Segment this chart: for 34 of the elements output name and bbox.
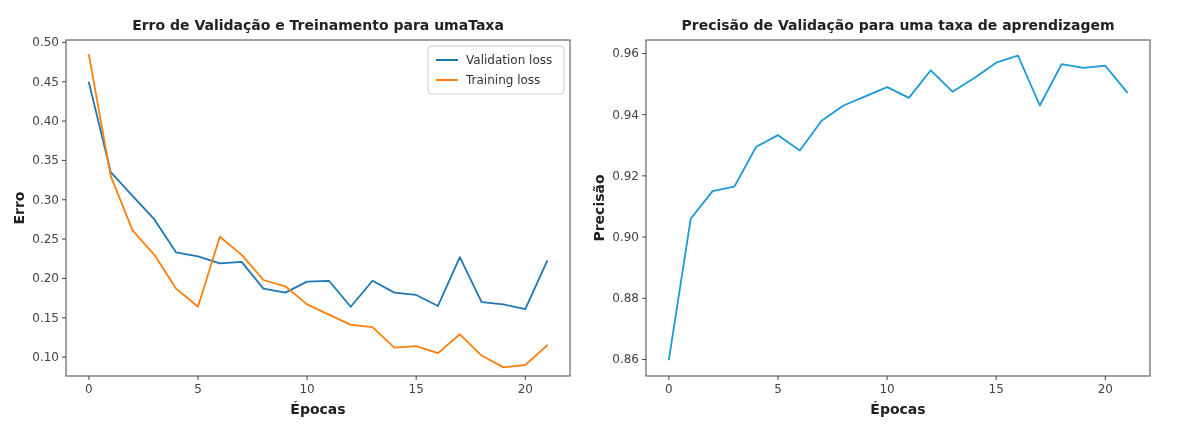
x-tick-label: 5: [194, 382, 202, 396]
y-tick-label: 0.15: [32, 310, 59, 325]
y-tick-label: 0.50: [32, 35, 59, 50]
y-tick-label: 0.96: [612, 46, 639, 61]
x-tick-label: 10: [879, 382, 895, 396]
x-tick-label: 0: [665, 382, 673, 396]
x-tick-label: 15: [408, 382, 424, 396]
y-tick-label: 0.92: [612, 168, 639, 183]
y-axis-title: Erro: [11, 191, 27, 225]
chart-title: Precisão de Validação para uma taxa de aprendizagem: [681, 17, 1115, 33]
x-axis-title: Épocas: [870, 401, 926, 417]
y-tick-label: 0.45: [32, 74, 59, 89]
x-tick-label: 10: [299, 382, 315, 396]
y-tick-label: 0.90: [612, 230, 639, 245]
legend-label: Training loss: [465, 73, 541, 87]
y-axis-title: Precisão: [591, 174, 607, 242]
y-tick-label: 0.30: [32, 192, 59, 207]
chart-title: Erro de Validação e Treinamento para umaTaxa: [132, 17, 504, 33]
y-tick-label: 0.94: [612, 107, 639, 122]
legend-label: Validation loss: [466, 53, 553, 67]
y-tick-label: 0.40: [32, 114, 59, 129]
x-tick-label: 0: [85, 382, 93, 396]
x-tick-label: 20: [517, 382, 533, 396]
line-series: [668, 54, 1128, 361]
y-tick-label: 0.35: [32, 153, 59, 168]
x-tick-label: 20: [1097, 382, 1113, 396]
x-tick-label: 15: [988, 382, 1004, 396]
y-tick-label: 0.88: [612, 291, 639, 306]
y-tick-label: 0.25: [32, 232, 59, 247]
x-axis-title: Épocas: [290, 401, 346, 417]
y-tick-label: 0.20: [32, 271, 59, 286]
y-tick-label: 0.10: [32, 350, 59, 365]
x-tick-label: 5: [774, 382, 782, 396]
y-tick-label: 0.86: [612, 352, 639, 367]
